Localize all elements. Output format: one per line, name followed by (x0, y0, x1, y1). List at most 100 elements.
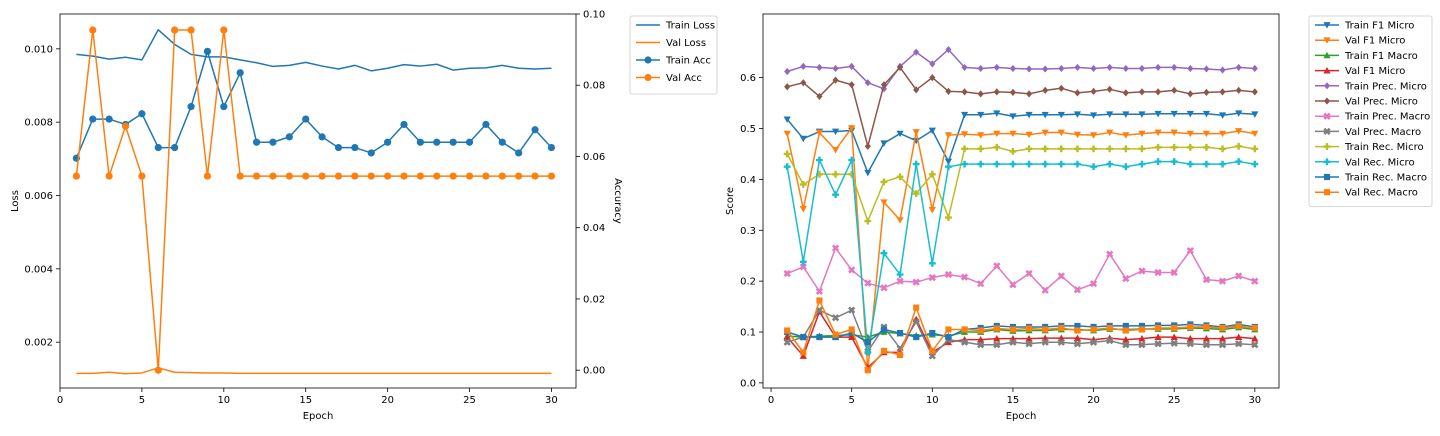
data-point (171, 26, 179, 34)
y-tick-label: 0.4 (740, 175, 756, 186)
data-point (1042, 326, 1049, 333)
data-point (1058, 324, 1065, 332)
data-point (351, 143, 359, 152)
data-point (1251, 64, 1258, 73)
data-point (515, 149, 523, 157)
data-point (1122, 64, 1129, 73)
data-point (1106, 160, 1114, 168)
data-point (269, 172, 277, 180)
data-point (89, 115, 97, 123)
legend-marker (644, 56, 652, 64)
score-axes-frame (762, 13, 1280, 389)
data-point (1009, 338, 1017, 346)
data-point (1138, 335, 1146, 342)
data-point (1058, 64, 1065, 73)
data-point (945, 326, 952, 333)
legend-label: Train F1 Micro (1344, 21, 1414, 32)
data-point (1009, 113, 1017, 120)
data-point (1090, 326, 1097, 333)
data-point (977, 64, 984, 73)
data-point (1057, 145, 1065, 153)
data-point (928, 352, 936, 360)
x-tick-label: 15 (1007, 395, 1020, 406)
data-point (832, 76, 839, 84)
data-point (1187, 323, 1194, 330)
data-point (1219, 66, 1226, 74)
data-point (416, 138, 424, 146)
data-point (945, 46, 952, 54)
data-point (1170, 143, 1178, 151)
data-point (121, 122, 130, 130)
data-point (1203, 160, 1210, 168)
score-legend: Train F1 Micro Val F1 Micro Train F1 Macro… (1308, 15, 1433, 207)
y-right-tick-label: 0.00 (583, 366, 605, 377)
data-point (1122, 163, 1130, 171)
legend-marker (1323, 127, 1331, 136)
data-point (1009, 147, 1017, 155)
data-point (848, 266, 856, 274)
data-point (993, 341, 1001, 349)
data-point (928, 170, 936, 178)
data-point (72, 172, 80, 180)
data-point (1171, 63, 1178, 72)
data-point (285, 133, 293, 141)
x-tick-label: 10 (217, 395, 230, 406)
data-point (799, 206, 807, 213)
x-tick-label: 20 (381, 395, 394, 406)
data-point (799, 352, 807, 359)
data-point (515, 172, 523, 180)
data-point (1138, 64, 1145, 73)
data-point (1251, 324, 1258, 332)
data-point (1154, 129, 1162, 137)
data-point (351, 172, 359, 180)
data-point (1235, 158, 1243, 165)
data-point (783, 333, 791, 340)
data-point (864, 279, 872, 287)
data-point (864, 348, 872, 356)
data-point (1025, 160, 1033, 168)
data-point (531, 172, 539, 180)
data-point (1219, 324, 1226, 332)
data-point (864, 142, 871, 150)
legend-entry: Val Acc (636, 73, 702, 84)
data-point (897, 63, 904, 72)
x-tick-label: 25 (463, 395, 476, 406)
data-point (1203, 88, 1210, 96)
data-point (1057, 111, 1065, 119)
data-point (993, 160, 1001, 168)
legend-label: Train Prec. Macro (1344, 112, 1430, 123)
series-train-prec-micro (784, 46, 1258, 93)
legend-marker (1323, 51, 1331, 59)
data-point (832, 64, 839, 73)
y-right-tick-label: 0.10 (583, 10, 605, 21)
data-point (302, 115, 310, 123)
data-point (945, 334, 952, 341)
data-point (1155, 63, 1162, 72)
data-point (1138, 111, 1146, 118)
y-tick-label: 0.1 (740, 328, 756, 339)
data-point (1026, 325, 1033, 332)
data-point (1235, 340, 1243, 348)
data-point (1170, 339, 1178, 347)
data-point (1074, 63, 1081, 72)
data-point (929, 74, 936, 82)
data-point (1154, 143, 1162, 151)
data-point (815, 129, 824, 137)
data-point (880, 81, 887, 89)
data-point (105, 172, 113, 180)
data-point (993, 63, 1000, 72)
data-point (912, 278, 920, 286)
legend-marker (1323, 173, 1331, 181)
y-tick-label: 0.5 (740, 124, 756, 135)
data-point (1138, 88, 1145, 96)
data-point (1235, 142, 1243, 150)
data-point (465, 172, 474, 180)
series-train-rec-micro (783, 142, 1259, 225)
data-point (531, 126, 539, 134)
data-point (912, 318, 920, 326)
series-train-acc (72, 47, 556, 162)
data-point (236, 172, 244, 180)
data-point (1251, 111, 1259, 118)
data-point (334, 172, 343, 180)
data-point (783, 130, 791, 138)
